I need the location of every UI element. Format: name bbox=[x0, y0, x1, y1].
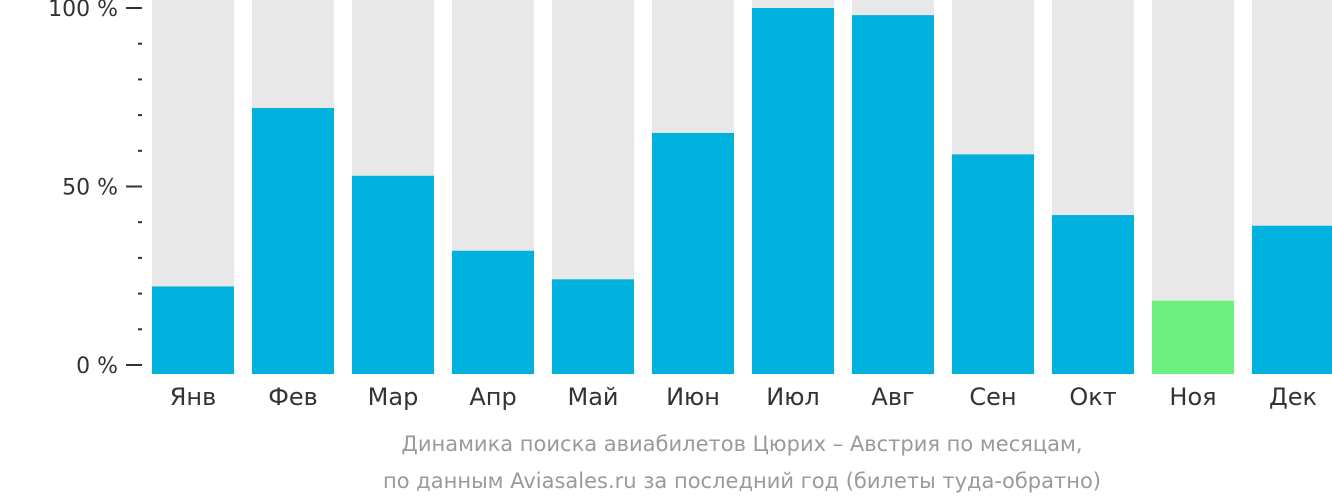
caption-line-2: по данным Aviasales.ru за последний год … bbox=[383, 469, 1101, 493]
bar-2 bbox=[252, 107, 334, 375]
bar-12 bbox=[1252, 225, 1332, 374]
x-tick-label: Дек bbox=[1269, 383, 1317, 411]
bar-3 bbox=[352, 175, 434, 374]
x-tick-label: Май bbox=[567, 383, 618, 411]
bar-8 bbox=[852, 15, 934, 374]
y-tick-label: 100 % bbox=[48, 0, 118, 22]
x-tick-label: Апр bbox=[469, 383, 516, 411]
x-tick-label: Июн bbox=[666, 383, 720, 411]
bar-7 bbox=[752, 8, 834, 374]
x-axis-labels: Янв Фев Мар Апр Май Июн Июл Авг Сен Окт Ноя Дек bbox=[170, 383, 1317, 411]
bar-10 bbox=[1052, 215, 1134, 374]
bar-5 bbox=[552, 279, 634, 374]
x-tick-label: Мар bbox=[368, 383, 419, 411]
bar-11 bbox=[1152, 300, 1234, 374]
x-tick-label: Сен bbox=[969, 383, 1016, 411]
chart-caption: Динамика поиска авиабилетов Цюрих – Авст… bbox=[383, 432, 1101, 493]
x-tick-label: Янв bbox=[170, 383, 217, 411]
bar-4 bbox=[452, 250, 534, 374]
bars bbox=[152, 0, 1332, 375]
x-tick-label: Авг bbox=[871, 383, 914, 411]
y-tick-label: 50 % bbox=[62, 176, 118, 201]
x-tick-label: Фев bbox=[268, 383, 318, 411]
bar-9 bbox=[952, 154, 1034, 374]
bar-1 bbox=[152, 286, 234, 374]
y-tick-label: 0 % bbox=[76, 354, 118, 379]
bar-6 bbox=[652, 132, 734, 374]
x-tick-label: Ноя bbox=[1169, 383, 1216, 411]
caption-line-1: Динамика поиска авиабилетов Цюрих – Авст… bbox=[401, 432, 1082, 456]
y-axis: 0 % 50 % 100 % bbox=[48, 0, 142, 379]
x-tick-label: Июл bbox=[766, 383, 820, 411]
x-tick-label: Окт bbox=[1069, 383, 1116, 411]
